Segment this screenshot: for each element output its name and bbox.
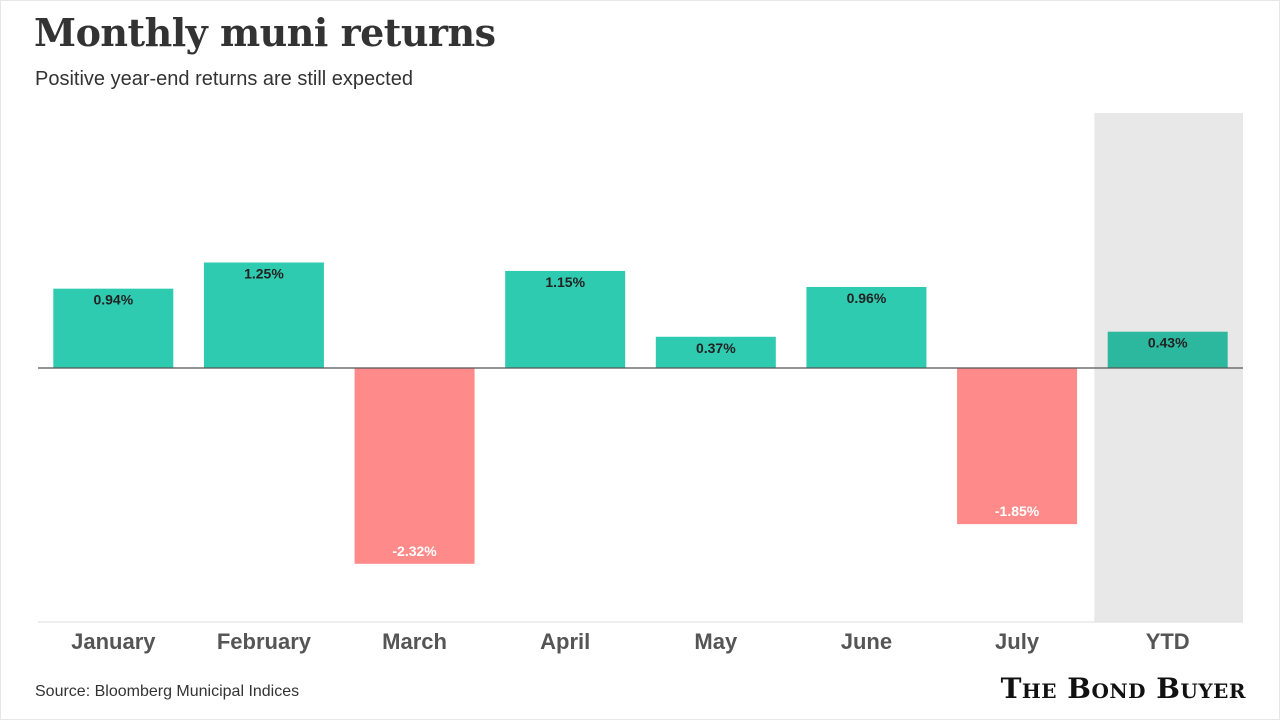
x-tick-label-april: April	[540, 629, 590, 654]
bar-may	[655, 336, 776, 368]
x-tick-label-january: January	[71, 629, 156, 654]
bar-july	[957, 368, 1078, 525]
brand-logo: The Bond Buyer	[1000, 672, 1246, 705]
data-label-july: -1.85%	[995, 503, 1040, 519]
data-label-april: 1.15%	[545, 274, 585, 290]
data-label-may: 0.37%	[696, 340, 736, 356]
x-tick-label-june: June	[841, 629, 892, 654]
bar-january	[53, 288, 174, 368]
data-label-ytd: 0.43%	[1148, 335, 1188, 351]
x-tick-label-july: July	[995, 629, 1040, 654]
data-label-march: -2.32%	[392, 543, 437, 559]
data-label-june: 0.96%	[847, 290, 887, 306]
bar-june	[806, 286, 927, 368]
data-label-january: 0.94%	[93, 292, 133, 308]
data-label-february: 1.25%	[244, 266, 284, 282]
chart-title: Monthly muni returns	[34, 10, 496, 55]
x-tick-label-ytd: YTD	[1146, 629, 1190, 654]
source-note: Source: Bloomberg Municipal Indices	[35, 683, 300, 700]
chart-subtitle: Positive year-end returns are still expe…	[35, 68, 413, 90]
bar-march	[354, 368, 475, 564]
bar-april	[505, 270, 626, 368]
x-tick-label-march: March	[382, 629, 447, 654]
x-tick-label-may: May	[694, 629, 738, 654]
x-tick-label-february: February	[217, 629, 312, 654]
bar-ytd	[1107, 331, 1228, 368]
bar-february	[203, 262, 324, 368]
